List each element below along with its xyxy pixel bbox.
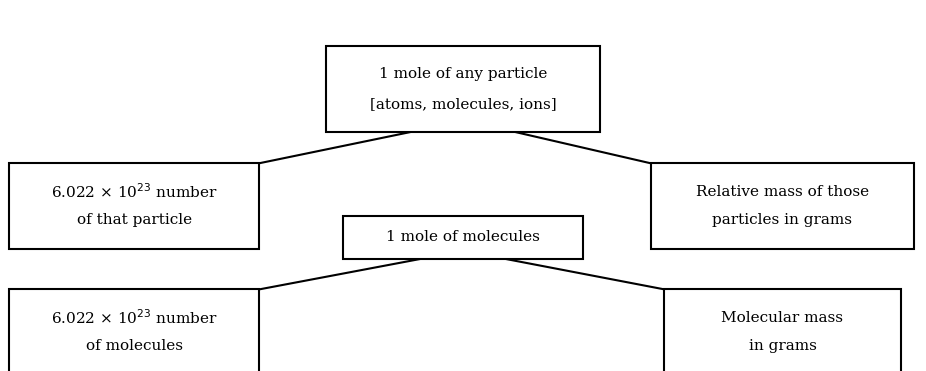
FancyBboxPatch shape [327, 46, 600, 132]
Text: of that particle: of that particle [77, 213, 192, 227]
FancyBboxPatch shape [9, 163, 259, 249]
Text: 6.022 × 10$^{23}$ number: 6.022 × 10$^{23}$ number [51, 183, 218, 201]
Text: 1 mole of molecules: 1 mole of molecules [386, 230, 540, 244]
Text: Relative mass of those: Relative mass of those [696, 185, 869, 199]
Text: of molecules: of molecules [86, 339, 182, 353]
Text: [atoms, molecules, ions]: [atoms, molecules, ions] [369, 97, 557, 111]
Text: in grams: in grams [748, 339, 817, 353]
Text: Molecular mass: Molecular mass [721, 311, 844, 325]
Text: 6.022 × 10$^{23}$ number: 6.022 × 10$^{23}$ number [51, 309, 218, 327]
FancyBboxPatch shape [650, 163, 915, 249]
Text: particles in grams: particles in grams [712, 213, 853, 227]
FancyBboxPatch shape [665, 289, 901, 371]
Text: 1 mole of any particle: 1 mole of any particle [379, 67, 547, 81]
FancyBboxPatch shape [343, 216, 583, 259]
FancyBboxPatch shape [9, 289, 259, 371]
